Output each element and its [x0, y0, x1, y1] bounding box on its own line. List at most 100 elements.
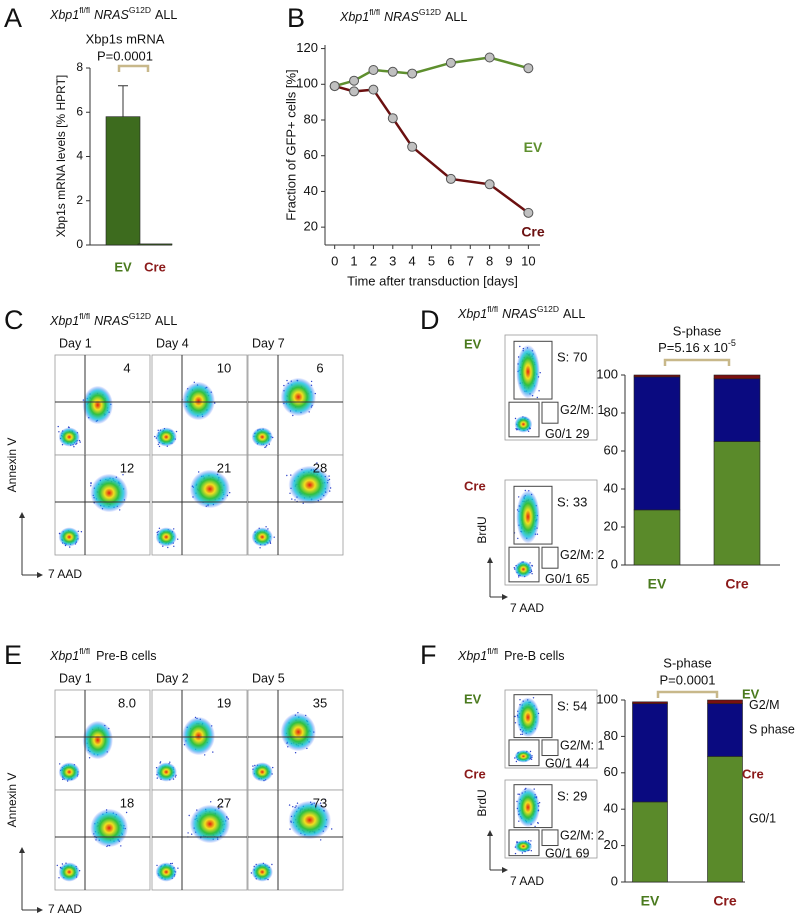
flow-density [251, 762, 273, 782]
quadrant-value: 6 [316, 360, 323, 375]
flow-density [514, 415, 533, 433]
flow-event [80, 531, 83, 533]
y-tick-label: 40 [604, 801, 618, 816]
flow-event [88, 757, 91, 759]
series-line [334, 84, 530, 214]
gate-value: S: 70 [557, 350, 587, 365]
panel-letter: A [4, 3, 22, 33]
quadrant-value: 35 [313, 695, 327, 710]
x-tick-label: Cre [144, 259, 166, 274]
flow-event [158, 527, 161, 529]
flow-density [189, 469, 231, 509]
day-label: Day 5 [252, 671, 285, 685]
data-point [445, 173, 456, 184]
y-tick-label: 6 [76, 104, 83, 118]
bar-segment [632, 703, 668, 803]
header-part: Xbp1 [49, 8, 79, 22]
panel-letter: D [420, 305, 440, 335]
bar [105, 116, 141, 246]
flow-event [294, 499, 296, 501]
header-part: Pre-B cells [504, 649, 564, 663]
flow-event [57, 425, 59, 428]
flow-event [220, 805, 223, 808]
flow-density [189, 804, 231, 844]
x-tick-label: 2 [370, 253, 377, 268]
data-point [407, 141, 418, 152]
series-line [334, 56, 529, 88]
flow-event [58, 877, 60, 879]
flow-event [316, 462, 318, 464]
flow-event [533, 788, 535, 790]
flow-event [58, 431, 60, 433]
flow-event [120, 845, 122, 847]
flow-density [90, 473, 128, 513]
x-tick-label: 3 [389, 253, 396, 268]
flow-event [273, 536, 275, 538]
x-tick-label: EV [114, 259, 132, 274]
x-tick-label: 0 [331, 253, 338, 268]
flow-event [534, 825, 536, 828]
x-axis-label: 7 AAD [510, 601, 544, 615]
segment-label: G2/M [749, 698, 780, 712]
flow-event [167, 546, 169, 549]
flow-event [538, 390, 540, 392]
y-axis-label: Xbp1s mRNA levels [% HPRT] [54, 75, 68, 238]
flow-density [514, 840, 533, 853]
flow-event [289, 492, 291, 494]
row-label: EV [742, 686, 760, 701]
flow-event [513, 567, 515, 569]
data-point [387, 113, 398, 124]
flow-event [173, 528, 175, 530]
bar-segment [713, 374, 761, 380]
flow-event [296, 802, 299, 804]
flow-density [82, 385, 113, 425]
panel-header: Xbp1fl/fl NRASG12D ALL [49, 5, 177, 22]
panel-header: Xbp1fl/fl NRASG12D ALL [457, 304, 585, 321]
p-value: P=0.0001 [659, 672, 715, 687]
flow-event [527, 840, 530, 842]
x-tick-label: Cre [713, 893, 737, 909]
flow-event [536, 396, 538, 399]
quadrant-value: 8.0 [118, 695, 136, 710]
quadrant-value: 12 [120, 460, 134, 475]
data-point [387, 66, 398, 77]
header-part: fl/fl [79, 5, 90, 15]
bar-segment [632, 801, 668, 883]
bar-segment [633, 509, 681, 566]
x-axis-label: 7 AAD [48, 567, 82, 581]
day-label: Day 1 [59, 336, 92, 350]
bar-segment [633, 376, 681, 511]
x-tick-label: 9 [505, 253, 512, 268]
y-axis-label: BrdU [475, 789, 489, 816]
y-tick-label: 0 [611, 873, 618, 888]
x-tick-label: EV [641, 893, 660, 909]
y-tick-label: 40 [304, 183, 318, 198]
header-part: NRAS [502, 307, 537, 321]
flow-event [156, 777, 158, 779]
y-tick-label: 100 [596, 691, 618, 706]
data-point [329, 81, 340, 92]
flow-event [286, 379, 288, 382]
header-part: fl/fl [487, 646, 498, 656]
flow-event [191, 833, 193, 835]
y-tick-label: 4 [76, 149, 83, 163]
header-part: G12D [129, 5, 151, 15]
flow-event [259, 547, 261, 549]
flow-density [280, 377, 316, 417]
header-part: Xbp1 [339, 10, 369, 24]
flow-event [519, 345, 521, 348]
quadrant-value: 73 [313, 795, 327, 810]
gate-value: S: 54 [557, 699, 587, 714]
p-value-base: P=5.16 x 10 [658, 340, 728, 355]
header-part: G12D [419, 7, 441, 17]
x-tick-label: 5 [428, 253, 435, 268]
flow-event [171, 862, 173, 865]
flow-density [288, 465, 332, 505]
flow-event [514, 417, 517, 420]
header-part: G12D [537, 304, 559, 314]
bar-segment [633, 374, 681, 378]
header-part: NRAS [94, 314, 129, 328]
flow-event [531, 573, 533, 575]
flow-event [198, 471, 200, 473]
y-axis-label: Annexin V [5, 773, 19, 828]
